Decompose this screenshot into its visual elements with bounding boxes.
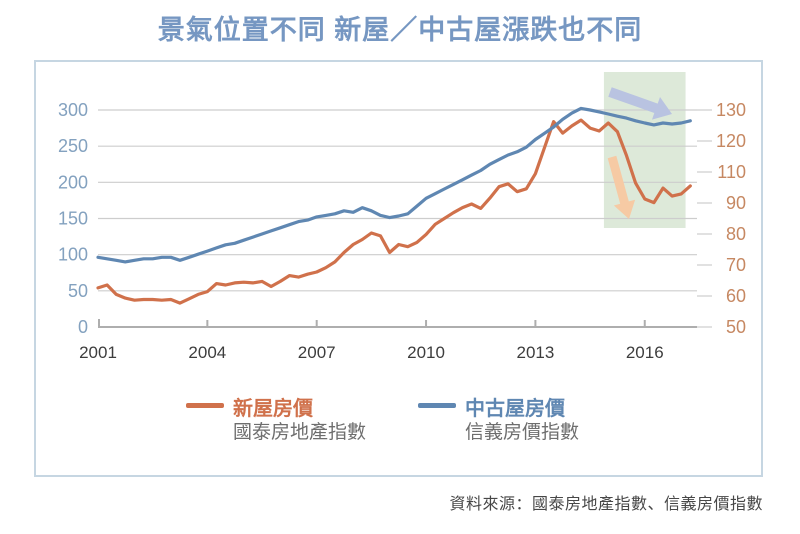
axis-tick-label: 90 <box>726 193 746 213</box>
axis-tick-label: 2007 <box>298 343 336 362</box>
page-title: 景氣位置不同 新屋／中古屋漲跌也不同 <box>157 15 643 45</box>
axis-tick-label: 0 <box>78 317 88 337</box>
legend-label-new-home: 新屋房價 <box>233 398 313 420</box>
new-home-price-line <box>96 118 692 305</box>
axis-tick-label: 60 <box>726 286 746 306</box>
axis-tick-label: 2016 <box>626 343 664 362</box>
axis-tick-label: 200 <box>58 172 88 192</box>
axis-tick-label: 100 <box>58 245 88 265</box>
axis-tick-label: 50 <box>68 281 88 301</box>
existing-home-trend-arrow-icon <box>608 87 672 120</box>
axis-tick-label: 2004 <box>188 343 226 362</box>
legend-sublabel-existing-home: 信義房價指數 <box>465 422 580 443</box>
axis-tick-label: 2001 <box>79 343 117 362</box>
axis-tick-label: 2013 <box>516 343 554 362</box>
price-index-chart: 0 50 100 150 200 250 300 50 60 70 80 90 110 120 130 200… <box>58 72 746 362</box>
axis-tick-label: 120 <box>716 131 746 151</box>
axis-tick-label: 2010 <box>407 343 445 362</box>
existing-home-price-line <box>96 106 692 264</box>
axis-tick-label: 150 <box>58 209 88 229</box>
new-home-trend-arrow-icon <box>607 155 636 219</box>
axis-tick-label: 300 <box>58 100 88 120</box>
axis-tick-label: 50 <box>726 317 746 337</box>
axis-tick-label: 80 <box>726 224 746 244</box>
legend-sublabel-new-home: 國泰房地產指數 <box>233 422 367 443</box>
new-home-line-swatch <box>186 403 224 408</box>
legend-label-existing-home: 中古屋房價 <box>465 398 565 420</box>
axis-tick-label: 250 <box>58 136 88 156</box>
axis-tick-label: 110 <box>717 162 746 182</box>
existing-home-line-swatch <box>418 403 456 408</box>
source-note: 資料來源：國泰房地產指數、信義房價指數 <box>449 496 763 513</box>
axis-tick-label: 130 <box>716 100 746 120</box>
chart-frame: 0 50 100 150 200 250 300 50 60 70 80 90 110 120 130 200… <box>34 60 763 477</box>
legend: 新屋房價 國泰房地產指數 中古屋房價 信義房價指數 <box>36 392 761 467</box>
axis-tick-label: 70 <box>726 255 746 275</box>
